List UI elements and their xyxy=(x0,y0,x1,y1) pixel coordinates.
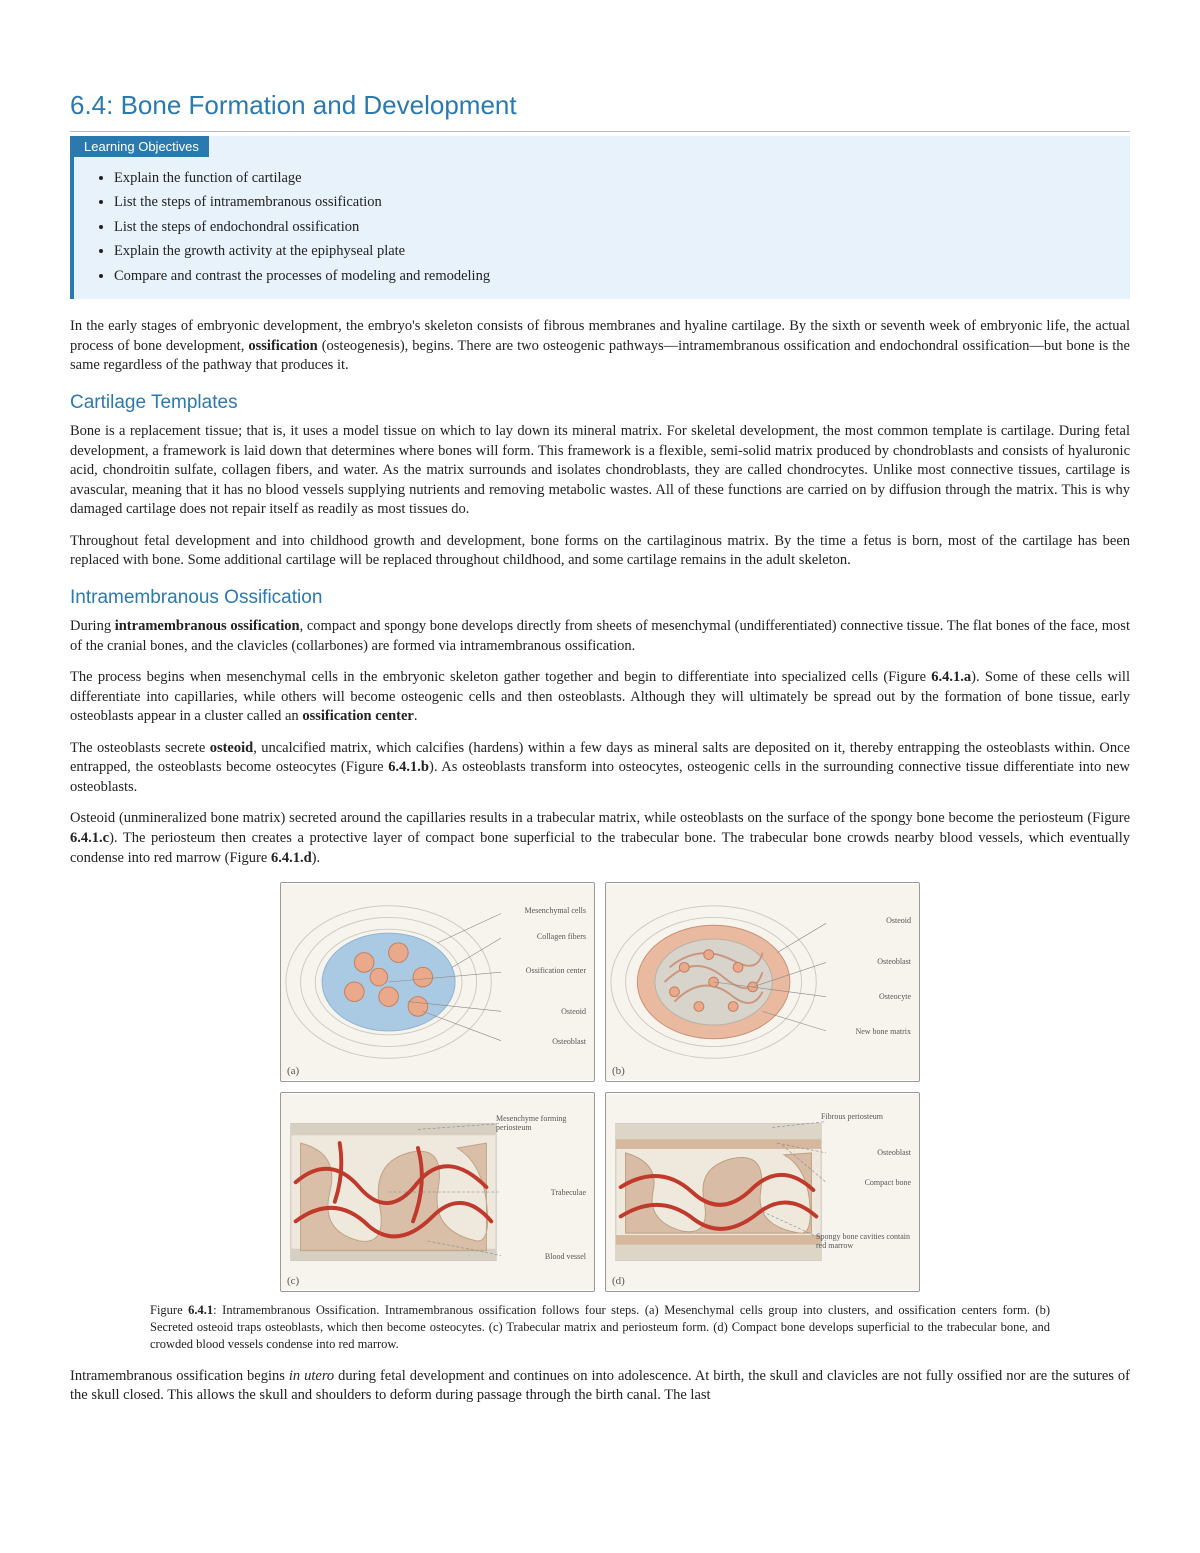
figure-label: Osteoblast xyxy=(877,1149,911,1157)
body-paragraph: The process begins when mesenchymal cell… xyxy=(70,668,1130,727)
figure-caption: Figure 6.4.1: Intramembranous Ossificati… xyxy=(150,1302,1050,1353)
title-rule xyxy=(70,131,1130,132)
learning-objectives-box: Learning Objectives Explain the function… xyxy=(70,136,1130,299)
panel-letter: (d) xyxy=(612,1275,625,1287)
figure-label: Trabeculae xyxy=(551,1189,586,1197)
objective-item: List the steps of endochondral ossificat… xyxy=(114,216,1110,238)
body-paragraph: Osteoid (unmineralized bone matrix) secr… xyxy=(70,809,1130,868)
figure-label: Collagen fibers xyxy=(537,933,586,941)
panel-letter: (c) xyxy=(287,1275,299,1287)
figure-label: New bone matrix xyxy=(855,1028,911,1036)
figure-label: Osteocyte xyxy=(879,993,911,1001)
body-paragraph: Bone is a replacement tissue; that is, i… xyxy=(70,422,1130,520)
figure-label: Osteoid xyxy=(561,1008,586,1016)
figure-label: Ossification center xyxy=(526,967,586,975)
objective-item: List the steps of intramembranous ossifi… xyxy=(114,191,1110,213)
body-paragraph: The osteoblasts secrete osteoid, uncalci… xyxy=(70,739,1130,798)
learning-objectives-list: Explain the function of cartilage List t… xyxy=(74,167,1130,287)
figure-panel-d: Fibrous periosteum Osteoblast Compact bo… xyxy=(605,1092,920,1292)
figure-label: Osteoid xyxy=(886,917,911,925)
figure-label: Compact bone xyxy=(865,1179,911,1187)
objective-item: Explain the function of cartilage xyxy=(114,167,1110,189)
section-heading-intramembranous: Intramembranous Ossification xyxy=(70,587,1130,609)
section-heading-cartilage: Cartilage Templates xyxy=(70,392,1130,414)
page-title: 6.4: Bone Formation and Development xyxy=(70,90,1130,125)
figure-6-4-1: Mesenchymal cells Collagen fibers Ossifi… xyxy=(280,882,920,1292)
panel-letter: (a) xyxy=(287,1065,299,1077)
figure-label: Mesenchyme forming periosteum xyxy=(496,1115,586,1132)
body-paragraph: During intramembranous ossification, com… xyxy=(70,617,1130,656)
figure-panel-b: Osteoid Osteoblast Osteocyte New bone ma… xyxy=(605,882,920,1082)
figure-label: Osteoblast xyxy=(552,1038,586,1046)
figure-label: Osteoblast xyxy=(877,958,911,966)
body-paragraph: Intramembranous ossification begins in u… xyxy=(70,1367,1130,1406)
figure-label: Mesenchymal cells xyxy=(524,907,586,915)
figure-label: Fibrous periosteum xyxy=(821,1113,911,1121)
figure-panel-a: Mesenchymal cells Collagen fibers Ossifi… xyxy=(280,882,595,1082)
intro-paragraph: In the early stages of embryonic develop… xyxy=(70,317,1130,376)
figure-label: Blood vessel xyxy=(545,1253,586,1261)
objective-item: Explain the growth activity at the epiph… xyxy=(114,240,1110,262)
figure-panel-c: Mesenchyme forming periosteum Trabeculae… xyxy=(280,1092,595,1292)
figure-label: Spongy bone cavities contain red marrow xyxy=(816,1233,911,1250)
body-paragraph: Throughout fetal development and into ch… xyxy=(70,532,1130,571)
objective-item: Compare and contrast the processes of mo… xyxy=(114,265,1110,287)
learning-objectives-header: Learning Objectives xyxy=(74,136,209,157)
panel-letter: (b) xyxy=(612,1065,625,1077)
